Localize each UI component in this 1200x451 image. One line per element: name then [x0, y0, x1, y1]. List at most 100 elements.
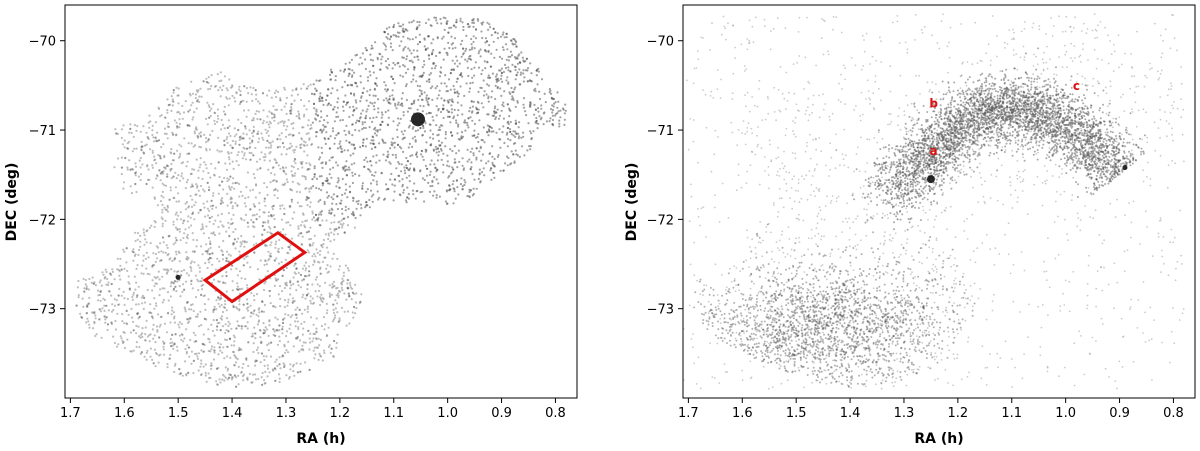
data-point [135, 341, 138, 344]
data-point [190, 308, 193, 311]
data-point [126, 338, 129, 341]
data-point [290, 108, 293, 111]
data-point [781, 162, 784, 165]
data-point [434, 16, 438, 19]
data-point [269, 289, 272, 292]
data-point [336, 89, 339, 92]
data-point [290, 198, 293, 201]
data-point [252, 235, 255, 238]
data-point [205, 243, 208, 246]
data-point [253, 326, 256, 329]
data-point [222, 346, 225, 349]
data-point [162, 268, 166, 271]
data-point [173, 152, 176, 155]
data-point [154, 136, 157, 139]
data-point [205, 250, 208, 253]
data-point [399, 103, 402, 107]
data-point [299, 362, 302, 365]
data-point [344, 94, 347, 97]
data-point [460, 131, 464, 134]
data-point [212, 194, 215, 197]
data-point [304, 275, 307, 278]
data-point [433, 176, 436, 179]
data-point [880, 367, 883, 370]
x-tick-label: 1.4 [222, 406, 243, 421]
data-point [130, 307, 133, 310]
data-point [754, 246, 757, 249]
data-point [424, 47, 427, 51]
data-point [453, 62, 456, 65]
data-point [402, 23, 405, 26]
data-point [264, 243, 267, 246]
data-point [341, 193, 344, 196]
data-point [188, 152, 191, 155]
data-point [406, 29, 409, 32]
data-point [177, 94, 180, 97]
data-point [314, 113, 317, 116]
data-point [736, 144, 739, 147]
data-point [128, 159, 131, 162]
data-point [984, 367, 987, 369]
data-point [235, 327, 238, 330]
data-point [194, 127, 197, 130]
data-point [208, 109, 212, 112]
data-point [360, 207, 363, 210]
data-point [473, 47, 476, 50]
data-point [315, 186, 318, 190]
data-point [452, 168, 455, 171]
data-point [83, 287, 86, 290]
data-point [105, 316, 108, 319]
data-point [737, 163, 740, 166]
data-point [255, 184, 258, 187]
data-point [98, 318, 101, 321]
data-point [744, 133, 747, 135]
data-point [106, 277, 109, 281]
data-point [196, 186, 199, 189]
data-point [1042, 68, 1045, 71]
data-point [254, 360, 257, 363]
data-point [361, 52, 364, 55]
data-point [193, 218, 196, 221]
data-point [282, 169, 285, 172]
data-point [1058, 375, 1060, 378]
data-point [374, 82, 377, 85]
data-point [199, 87, 202, 90]
data-point [112, 308, 115, 312]
data-point [303, 175, 306, 178]
data-point [237, 374, 240, 377]
data-point [375, 183, 379, 186]
data-point [368, 168, 371, 171]
data-point [196, 313, 199, 316]
data-point [201, 283, 204, 287]
data-point [272, 204, 275, 208]
data-point [256, 323, 260, 326]
data-point [141, 294, 145, 297]
data-point [166, 271, 169, 274]
data-point [416, 108, 419, 111]
data-point [719, 97, 722, 99]
data-point [354, 54, 357, 57]
data-point [710, 170, 713, 173]
data-point [828, 175, 830, 177]
data-point [166, 291, 170, 294]
data-point [126, 297, 129, 301]
data-point [158, 325, 161, 328]
data-point [304, 261, 308, 264]
data-point [287, 351, 290, 354]
data-point [439, 66, 443, 69]
data-point [564, 103, 567, 106]
data-point [270, 144, 273, 147]
data-point [239, 245, 242, 248]
data-point [940, 178, 943, 181]
data-point [166, 175, 169, 178]
data-point [218, 378, 221, 381]
data-point [285, 334, 288, 338]
data-point [270, 232, 273, 235]
data-point [434, 166, 437, 169]
data-point [255, 293, 259, 296]
data-point [366, 76, 370, 79]
data-point [400, 163, 403, 166]
data-point [556, 106, 559, 109]
data-point [525, 114, 528, 117]
data-point [218, 232, 221, 235]
